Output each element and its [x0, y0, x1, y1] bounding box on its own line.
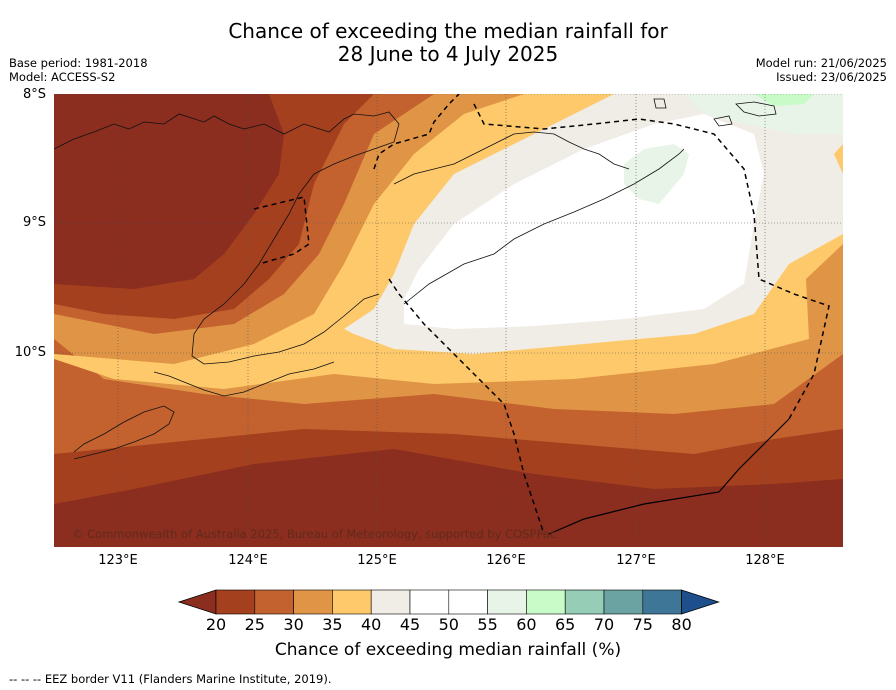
- model-name: Model: ACCESS-S2: [9, 70, 116, 84]
- map-title: Chance of exceeding the median rainfall …: [0, 20, 896, 66]
- meta-right: Model run: 21/06/2025 Issued: 23/06/2025: [756, 56, 887, 84]
- colorbar-tick-label: 70: [593, 615, 615, 634]
- colorbar-cell: [370, 589, 411, 615]
- graticule: [54, 94, 843, 547]
- colorbar-tick-label: 60: [516, 615, 537, 634]
- lon-label-124e: 124°E: [228, 553, 268, 568]
- colorbar-cell: [215, 589, 256, 615]
- colorbar-tick-label: 30: [283, 615, 304, 634]
- lat-label-9s: 9°S: [22, 215, 46, 230]
- colorbar-tick-label: 80: [671, 615, 692, 634]
- colorbar-cell: [603, 589, 644, 615]
- colorbar-cell: [448, 589, 488, 615]
- lon-label-128e: 128°E: [745, 553, 785, 568]
- band-60-65: [754, 94, 814, 106]
- colorbar-cell: [293, 589, 333, 615]
- lat-label-10s: 10°S: [14, 345, 46, 360]
- map-copyright: © Commonwealth of Australia 2025, Bureau…: [72, 527, 556, 541]
- eez-border-solid: [548, 418, 790, 535]
- colorbar-tick-label: 55: [477, 615, 498, 634]
- issued-date: Issued: 23/06/2025: [776, 70, 887, 84]
- lon-label-127e: 127°E: [616, 553, 656, 568]
- colorbar-tick-label: 50: [438, 615, 459, 634]
- colorbar-tick-label: 45: [399, 615, 421, 634]
- eez-footnote: -- -- -- EEZ border V11 (Flanders Marine…: [9, 672, 332, 686]
- colorbar-label: Chance of exceeding median rainfall (%): [274, 640, 622, 660]
- colorbar-cells: [177, 589, 720, 615]
- rainfall-map: © Commonwealth of Australia 2025, Bureau…: [54, 94, 843, 547]
- model-run: Model run: 21/06/2025: [755, 56, 887, 70]
- colorbar-cell: [526, 589, 566, 615]
- colorbar-tick-label: 20: [205, 615, 227, 634]
- lat-label-8s: 8°S: [22, 87, 46, 102]
- colorbar: [177, 589, 720, 615]
- colorbar-tick-label: 35: [322, 615, 343, 634]
- colorbar-cell: [409, 589, 450, 615]
- colorbar-cell: [487, 589, 527, 615]
- colorbar-cell: [332, 589, 372, 615]
- lon-label-125e: 125°E: [357, 553, 397, 568]
- coastlines: [54, 98, 777, 460]
- lon-label-126e: 126°E: [486, 553, 526, 568]
- lon-label-123e: 123°E: [98, 553, 138, 568]
- colorbar-tick-label: 75: [632, 615, 653, 634]
- colorbar-cell: [642, 589, 682, 615]
- colorbar-cell: [564, 589, 605, 615]
- colorbar-tick-label: 65: [555, 615, 576, 634]
- colorbar-extend-low: [177, 589, 217, 615]
- colorbar-cell: [254, 589, 294, 615]
- colorbar-extend-high: [681, 589, 720, 615]
- base-period: Base period: 1981-2018: [9, 56, 148, 70]
- colorbar-tick-label: 25: [244, 615, 265, 634]
- title-line-2: 28 June to 4 July 2025: [337, 42, 559, 66]
- colorbar-tick-label: 40: [361, 615, 382, 634]
- title-line-1: Chance of exceeding the median rainfall …: [228, 19, 668, 43]
- meta-left: Base period: 1981-2018 Model: ACCESS-S2: [9, 56, 148, 84]
